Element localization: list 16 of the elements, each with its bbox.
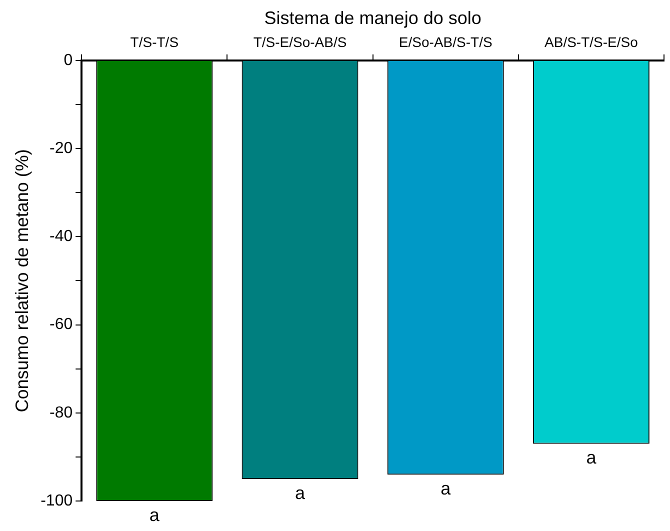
- y-tick-label: -40: [50, 228, 73, 246]
- x-tick-label: T/S-E/So-AB/S: [253, 34, 347, 50]
- y-tick-label: 0: [64, 52, 73, 69]
- annotation: a: [586, 448, 598, 468]
- x-tick-label: E/So-AB/S-T/S: [398, 34, 492, 50]
- annotation: a: [295, 482, 306, 503]
- y-axis-title: Consumo relativo de metano (%): [12, 149, 32, 412]
- x-tick-label: T/S-T/S: [130, 34, 179, 50]
- annotation: a: [149, 504, 160, 525]
- y-tick-label: -60: [50, 316, 73, 334]
- y-tick-label: -20: [50, 140, 73, 157]
- y-tick-label: -100: [40, 492, 73, 510]
- x-axis-title: Sistema de manejo do solo: [264, 8, 482, 28]
- y-tick-label: -80: [50, 404, 73, 422]
- x-tick-label: AB/S-T/S-E/So: [544, 34, 638, 50]
- annotation: a: [440, 478, 452, 499]
